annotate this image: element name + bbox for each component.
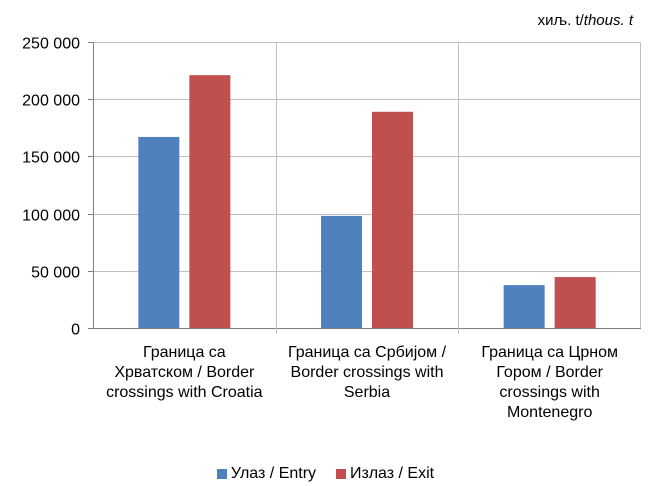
y-tick-label: 150 000	[22, 150, 80, 167]
category-label-line: crossings with	[499, 384, 600, 401]
category-label-line: crossings with Croatia	[106, 384, 263, 401]
y-tick-label: 250 000	[22, 36, 80, 53]
category-label-line: Граница са	[142, 344, 226, 361]
y-tick-label: 0	[71, 322, 80, 339]
unit-note-italic: thous. t	[583, 12, 633, 29]
bar-exit	[189, 75, 231, 329]
y-tick-label: 200 000	[22, 93, 80, 110]
bar-exit	[554, 277, 596, 328]
bar-entry	[503, 285, 545, 328]
category-label-line: Montenegro	[506, 404, 593, 421]
legend: Улаз / Entry Излаз / Exit	[0, 465, 651, 483]
category-label-line: Гором / Border	[496, 364, 603, 381]
category-label: Граница са Хрватском / Border crossings wi…	[99, 343, 269, 403]
unit-note-prefix: хиљ. t/	[537, 12, 584, 29]
category-label: Граница са Србијом / Border crossings wit…	[282, 343, 452, 403]
bar-entry	[321, 215, 362, 328]
legend-item-exit: Излаз / Exit	[336, 465, 434, 483]
y-tick-label: 100 000	[22, 208, 80, 225]
legend-label-exit: Излаз / Exit	[350, 465, 435, 482]
category-label-line: Граница са Србијом /	[287, 344, 447, 361]
legend-item-entry: Улаз / Entry	[216, 465, 317, 483]
bar-exit	[372, 111, 413, 328]
bar-entry	[138, 136, 180, 328]
legend-swatch-entry	[216, 469, 227, 479]
category-label-line: Хрватском / Border	[114, 364, 255, 381]
legend-swatch-exit	[336, 469, 347, 479]
legend-label-entry: Улаз / Entry	[230, 465, 317, 482]
category-label-line: Border crossings with	[290, 364, 444, 381]
unit-note: хиљ. t/thous. t	[538, 12, 633, 29]
y-tick-label: 50 000	[31, 265, 80, 282]
category-label: Граница са Црном Гором / Border crossings …	[465, 343, 635, 423]
category-label-line: Serbia	[343, 384, 391, 401]
category-label-line: Граница са Црном	[481, 344, 618, 361]
